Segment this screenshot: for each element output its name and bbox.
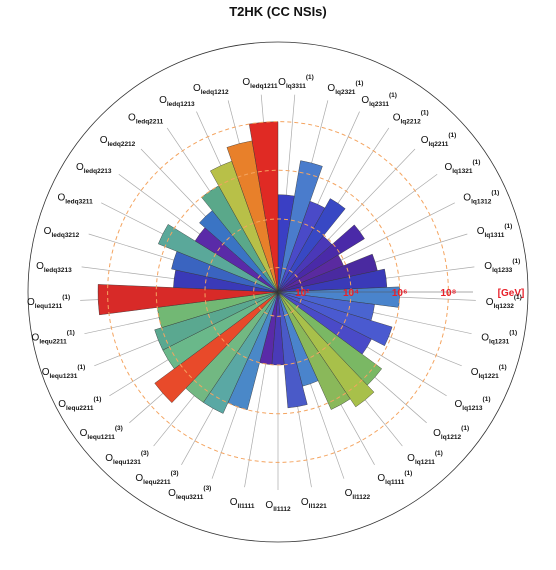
category-label-24: Olequ2211(1) [58,396,101,412]
bar-23 [154,291,279,404]
category-label-18: Oll1112 [265,500,291,513]
bar-15 [277,291,351,410]
category-label-36: Oledq1211 [242,77,278,90]
category-label-1: Olq2321(1) [327,80,363,96]
category-label-12: Olq1213(1) [455,396,491,412]
category-label-3: Olq2212(1) [393,109,429,125]
category-label-29: Oledq3212 [44,226,80,239]
bars [97,121,400,414]
category-label-16: Oll1122 [345,488,371,501]
chart-title: T2HK (CC NSIs) [229,4,327,19]
category-label-25: Olequ1231(1) [42,364,86,380]
category-label-28: Oledq3213 [36,261,72,274]
category-label-26: Olequ2211(1) [32,330,75,346]
bar-11 [277,291,393,347]
category-label-5: Olq1321(1) [444,159,480,175]
category-label-13: Olq1212(1) [433,425,469,441]
bar-25 [154,291,279,351]
category-label-21: Olequ2211(3) [135,470,178,486]
category-label-34: Oledq1213 [159,95,195,108]
bar-27 [97,284,279,316]
category-label-20: Olequ3211(3) [168,485,211,501]
bar-30 [158,224,279,293]
category-label-0: Olq3311(1) [278,74,314,90]
category-label-33: Oledq2211 [128,112,164,125]
radial-axis-unit: [GeV] [498,288,525,299]
category-label-15: Olq1111(1) [377,470,412,486]
category-label-6: Olq1312(1) [463,190,499,206]
category-label-32: Oledq2212 [100,135,136,148]
outer-circle [27,41,529,543]
category-label-35: Oledq1212 [193,83,229,96]
bar-14 [277,291,375,408]
category-label-2: Olq2311(1) [361,92,397,108]
category-label-9: Olq1232(1) [486,294,522,310]
category-label-4: Olq2211(1) [421,132,457,148]
category-label-17: Oll1221 [301,497,327,510]
tick-label-0: 10² [295,288,310,299]
category-label-31: Oledq2213 [76,162,112,175]
tick-label-1: 10⁴ [343,288,359,299]
bar-3 [277,198,346,293]
category-label-10: Olq1231(1) [481,330,517,346]
category-label-7: Olq1311(1) [477,223,513,239]
tick-label-3: 10⁸ [440,288,456,299]
bar-17 [277,291,308,409]
tick-label-2: 10⁶ [392,288,408,299]
bar-5 [277,224,365,293]
category-label-14: Olq1211(1) [407,450,443,466]
category-labels: Olq3311(1) Olq2321(1)Olq2311(1)Olq2212(1)… [27,74,522,513]
category-label-22: Olequ1231(3) [105,450,149,466]
bar-1 [277,160,323,293]
category-label-11: Olq1221(1) [471,364,507,380]
category-label-27: Olequ1211(1) [27,294,70,310]
category-label-30: Oledq3211 [57,193,93,206]
category-label-19: Oll1111 [230,497,255,510]
category-label-8: Olq1233(1) [484,258,520,274]
category-label-23: Olequ1211(3) [80,425,123,441]
